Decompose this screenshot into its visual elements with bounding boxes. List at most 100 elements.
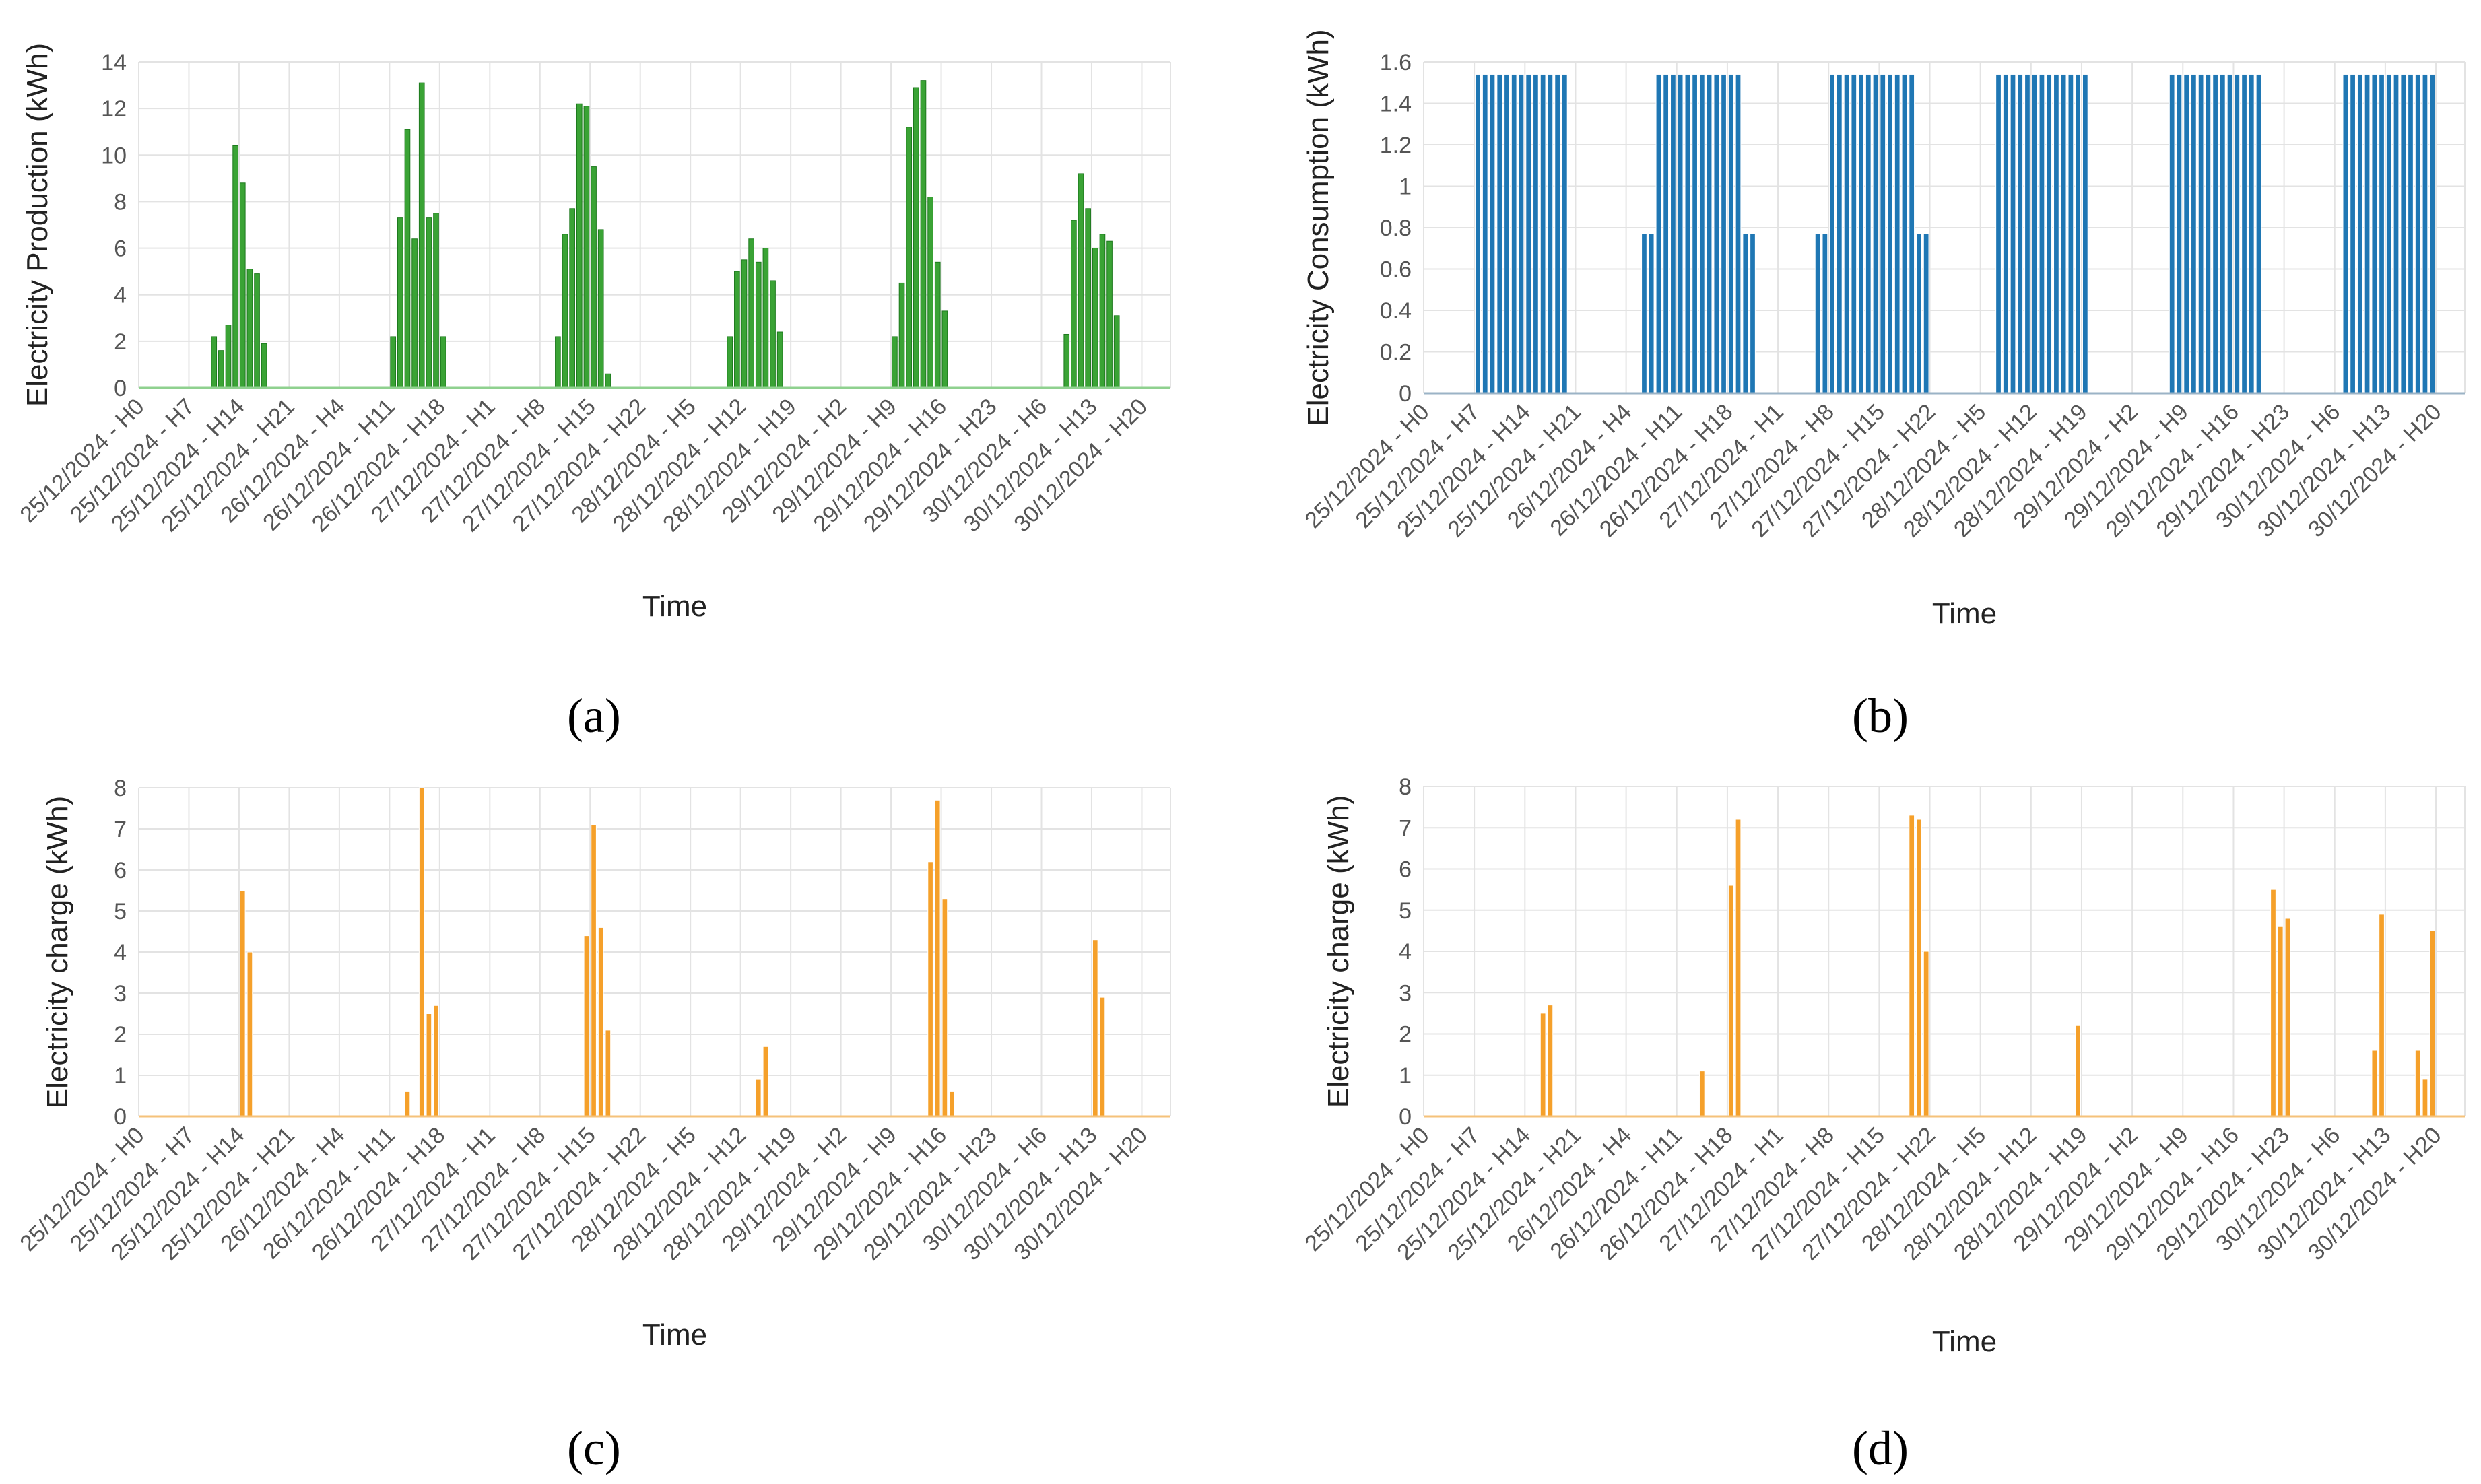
bar — [597, 229, 604, 389]
bar — [1735, 819, 1742, 1117]
bar — [1901, 73, 1908, 394]
bar — [2429, 73, 2436, 394]
bar — [225, 325, 232, 389]
bar — [2226, 73, 2233, 394]
bar — [2241, 73, 2247, 394]
y-axis-title: Electricity charge (kWh) — [41, 796, 74, 1109]
caption-d: (d) — [1852, 1421, 1909, 1475]
y-tick-label: 8 — [1399, 774, 1412, 800]
y-tick-label: 1 — [114, 1063, 127, 1089]
bar — [2414, 73, 2421, 394]
bar — [1684, 73, 1691, 394]
y-tick-label: 5 — [114, 899, 127, 924]
bar — [1540, 73, 1546, 394]
bar — [1547, 73, 1554, 394]
bar — [1511, 73, 1517, 394]
bar — [2429, 930, 2436, 1117]
bar — [1872, 73, 1879, 394]
bar — [927, 861, 933, 1117]
bar — [605, 1030, 611, 1117]
bar — [2234, 73, 2241, 394]
bar — [211, 336, 218, 389]
bar — [1750, 233, 1756, 394]
bar — [1880, 73, 1886, 394]
x-axis-title: Time — [642, 1318, 707, 1351]
y-tick-label: 1 — [1399, 174, 1412, 200]
bar — [2010, 73, 2016, 394]
bar — [927, 197, 933, 389]
bar — [934, 261, 941, 389]
y-tick-label: 14 — [101, 50, 127, 75]
bar — [2393, 73, 2400, 394]
bar — [1655, 73, 1662, 394]
bar — [2053, 73, 2059, 394]
bar — [2183, 73, 2190, 394]
y-tick-label: 6 — [114, 236, 127, 262]
bar — [426, 1013, 432, 1117]
bar — [1829, 73, 1835, 394]
bar — [770, 280, 776, 389]
bar — [1670, 73, 1676, 394]
bar — [218, 350, 224, 389]
y-tick-label: 3 — [1399, 980, 1412, 1006]
consumption-chart: 00.20.40.60.811.21.41.625/12/2024 - H025… — [1300, 29, 2466, 630]
bar — [1504, 73, 1510, 394]
bar — [261, 343, 267, 389]
bar — [941, 898, 948, 1117]
bar — [2017, 73, 2024, 394]
bar — [2031, 73, 2038, 394]
bar — [762, 248, 769, 389]
bar — [949, 1091, 955, 1117]
bar — [755, 1079, 762, 1117]
x-axis-title: Time — [1932, 597, 1997, 630]
bar — [1822, 233, 1828, 394]
bar — [2371, 1050, 2378, 1117]
y-tick-label: 7 — [114, 817, 127, 842]
grid — [1423, 786, 2466, 1117]
bar — [2350, 73, 2356, 394]
bar — [591, 824, 597, 1117]
y-tick-label: 5 — [1399, 898, 1412, 924]
y-axis-title: Electricity Consumption (kWh) — [1302, 29, 1335, 426]
bar — [1561, 73, 1568, 394]
caption-c: (c) — [567, 1421, 621, 1475]
bar — [1106, 240, 1113, 389]
bar — [1063, 333, 1070, 389]
y-tick-label: 1.2 — [1380, 133, 1412, 158]
y-tick-label: 10 — [101, 143, 127, 168]
bar — [1909, 73, 1915, 394]
bar — [232, 145, 238, 389]
bar — [1698, 1071, 1705, 1117]
grid — [138, 787, 1171, 1117]
bar — [1547, 1005, 1554, 1117]
bar — [1865, 73, 1872, 394]
bar — [1894, 73, 1900, 394]
bar — [583, 935, 590, 1117]
bar — [254, 273, 260, 389]
bar — [440, 336, 446, 389]
bar — [2046, 73, 2053, 394]
bar — [1677, 73, 1684, 394]
bar — [1482, 73, 1488, 394]
bar — [1713, 73, 1720, 394]
y-tick-label: 12 — [101, 96, 127, 122]
chart-panel-charge-d: 0 1 2 3 4 5 6 7 8 25/12/2024 - H0 25/12/2024 - H7 2… — [1240, 742, 2481, 1484]
bar — [1554, 73, 1560, 394]
bar — [1923, 233, 1929, 394]
bar — [2408, 73, 2414, 394]
bar — [1071, 220, 1077, 389]
bar — [404, 1091, 411, 1117]
bar — [2356, 73, 2363, 394]
y-tick-label: 6 — [1399, 857, 1412, 883]
bar — [2248, 73, 2255, 394]
bar — [1692, 73, 1698, 394]
chart-panel-production: 0 2 4 6 8 10 12 14 25/12/2024 - H0 25/12/2024 - H… — [0, 0, 1240, 742]
bar — [2212, 73, 2218, 394]
y-tick-label: 0.8 — [1380, 215, 1412, 241]
bar — [583, 106, 590, 389]
bar — [1995, 73, 2002, 394]
chart-panel-consumption: 0 0.2 0.4 0.6 0.8 1 1.2 1.4 1.6 25/12/2024 - H0 25… — [1240, 0, 2481, 742]
